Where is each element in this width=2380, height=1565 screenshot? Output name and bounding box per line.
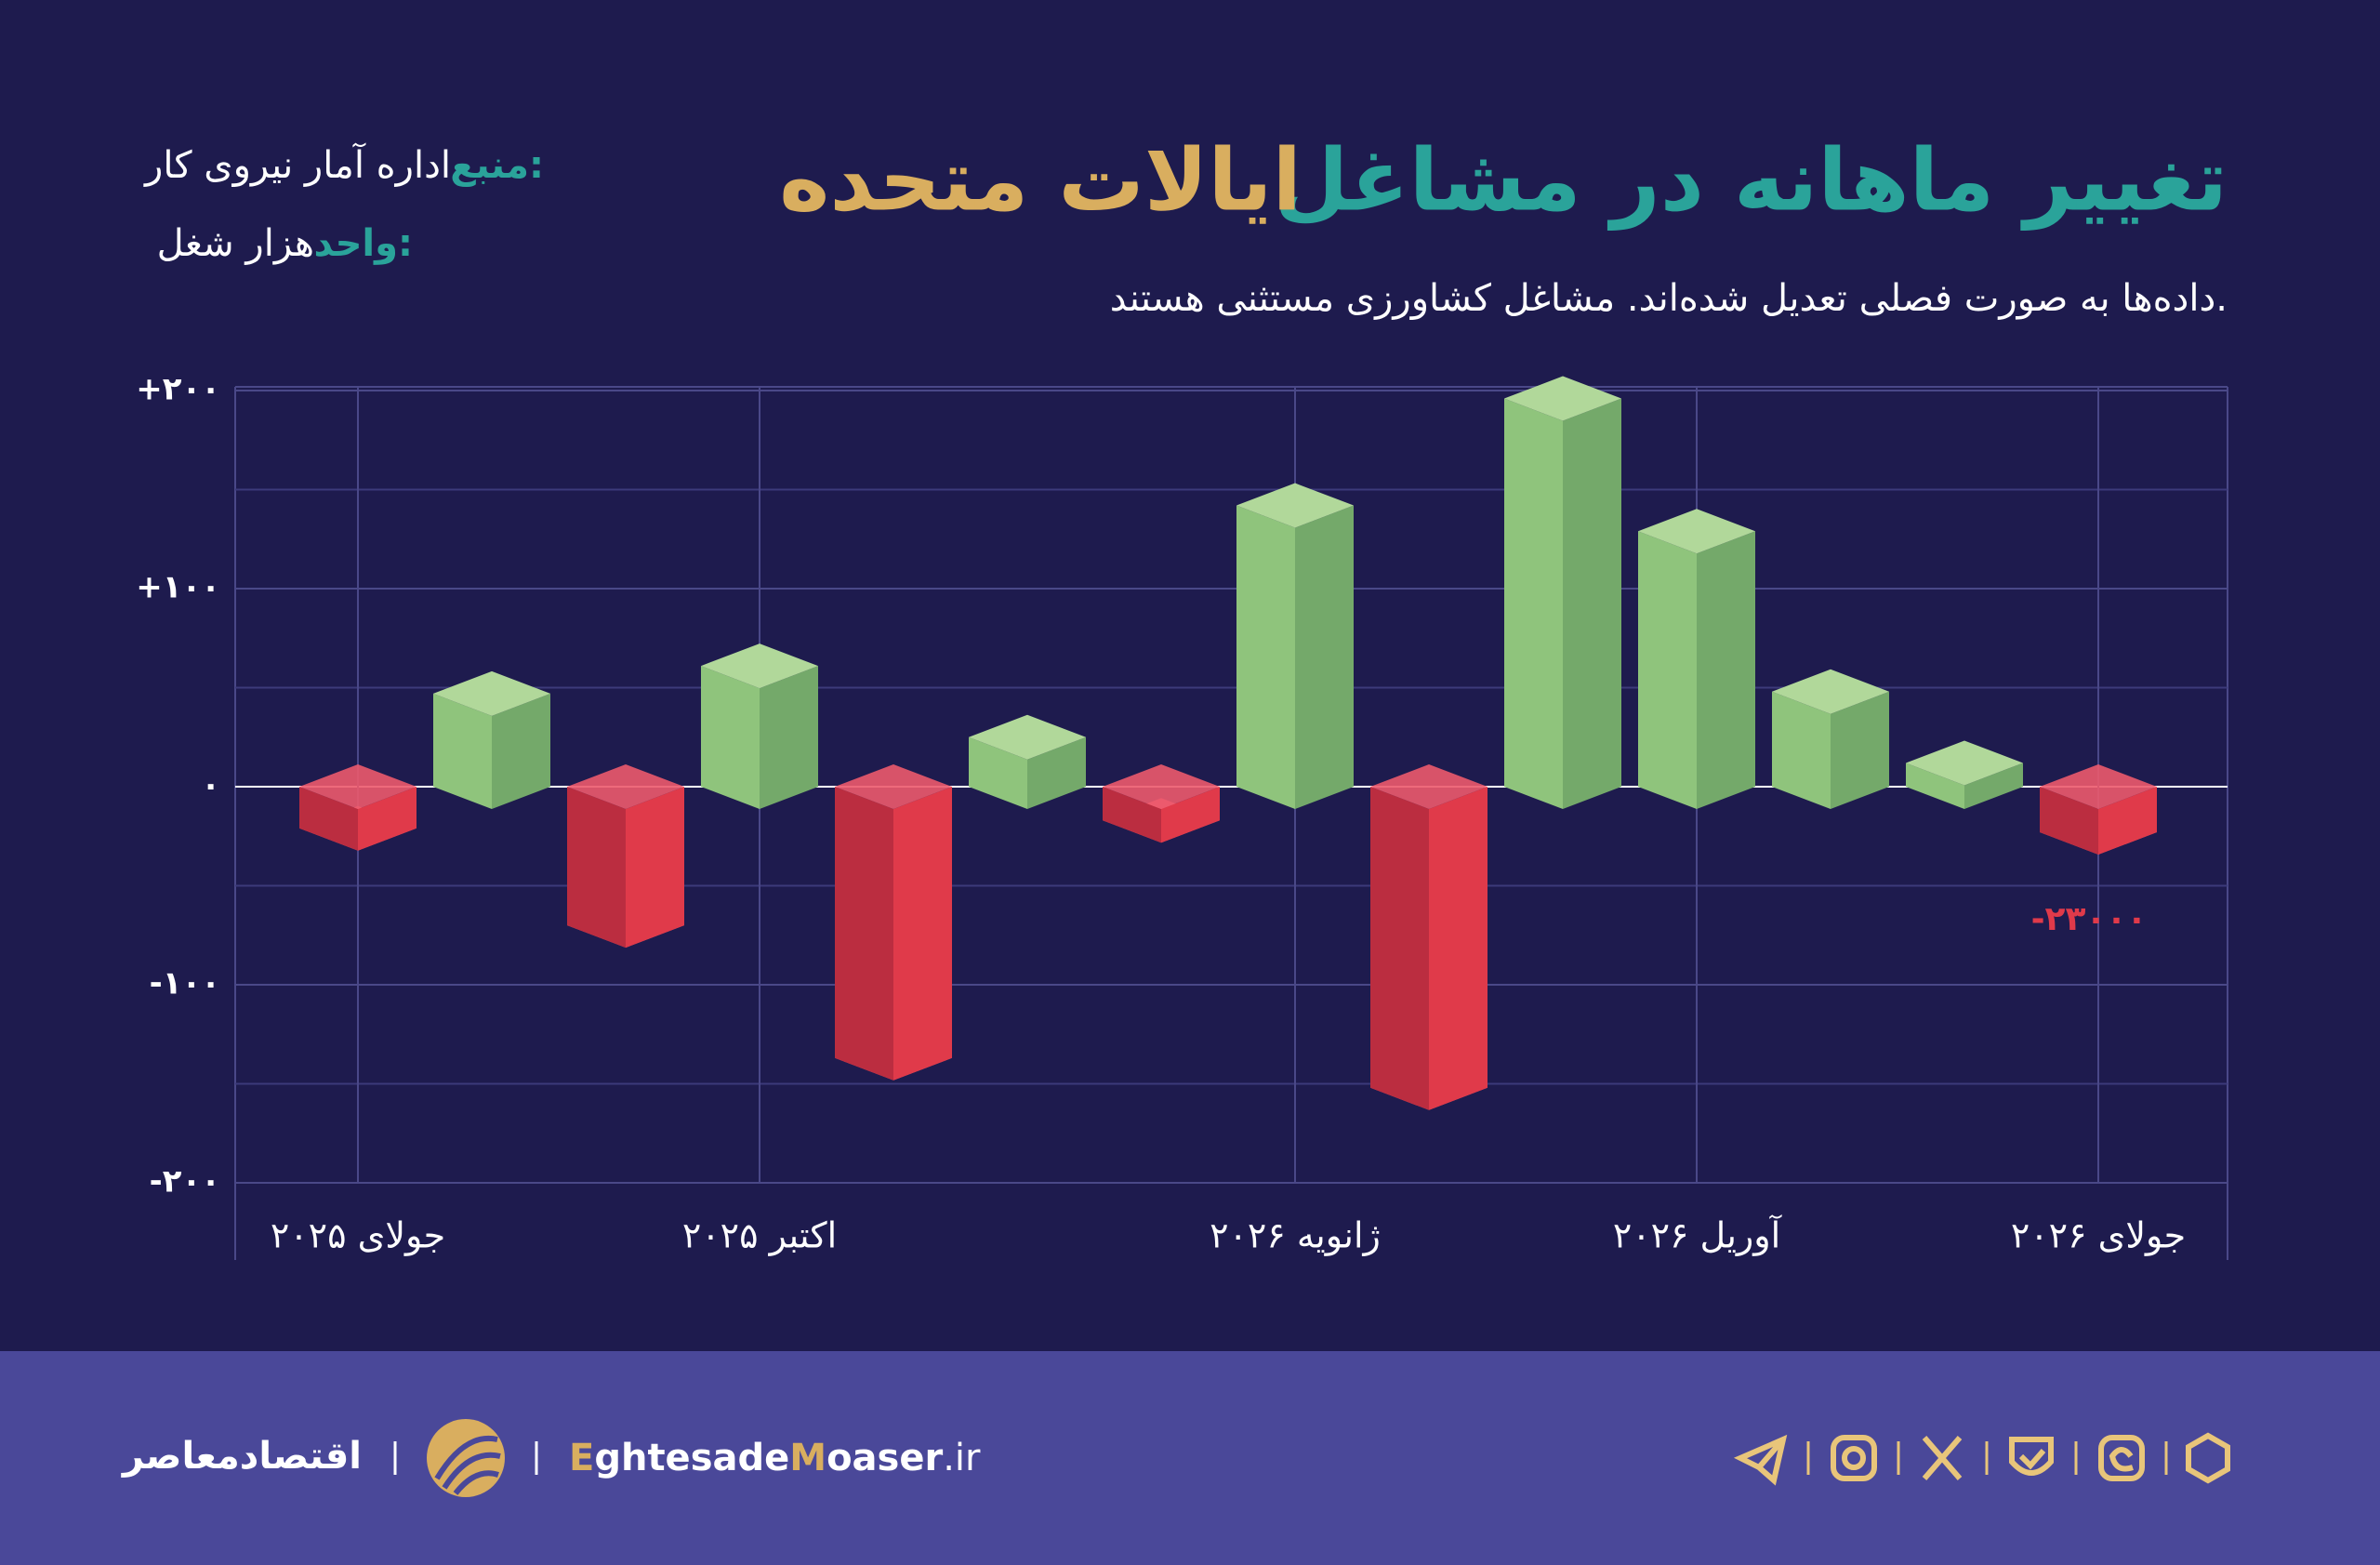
bar-top: [1906, 740, 2023, 786]
bar: [835, 764, 952, 1081]
logo-mark: [434, 1435, 501, 1495]
x-tick-label: اکتبر ۲۰۲۵: [682, 1215, 837, 1257]
social-icons: [1733, 1432, 2230, 1486]
icon-separators: [1806, 1441, 2168, 1475]
instagram-icon: [1831, 1435, 1877, 1481]
bar-top: [433, 670, 550, 716]
bar: [969, 714, 1086, 809]
bar: [299, 764, 416, 851]
chart-title-highlight: ایالات متحده: [779, 130, 1302, 230]
bar-right-face: [893, 787, 952, 1081]
bar: [433, 670, 550, 809]
bar-top: [1504, 376, 1621, 421]
value-label: -۲۳۰۰۰: [2031, 900, 2148, 938]
bar-top: [1236, 483, 1354, 528]
brand: اقتصادمعاصر: [121, 1435, 362, 1478]
shield-icon: [2009, 1437, 2054, 1476]
y-tick-label: +۱۰۰: [136, 569, 220, 606]
bar-left-face: [1236, 505, 1295, 809]
x-tick-label: جولای ۲۰۲۶: [2011, 1215, 2186, 1257]
eitaa-mark: [2109, 1447, 2134, 1472]
bar-left-face: [1906, 763, 1964, 809]
bar-top: [567, 764, 684, 809]
bar-right-face: [1964, 763, 2023, 809]
bar-left-face: [433, 693, 492, 809]
source: اداره آمار نیروی کار: [143, 142, 451, 187]
bar: [2040, 764, 2157, 855]
bar-top: [1638, 509, 1755, 554]
y-tick-label: -۱۰۰: [150, 965, 220, 1002]
bar-top: [1772, 669, 1889, 714]
background: [0, 0, 2380, 1351]
bar-left-face: [299, 787, 358, 851]
y-tick-label: -۲۰۰: [150, 1163, 220, 1200]
site-part: .ir: [943, 1437, 981, 1479]
site: EghtesadeMoaser.ir: [569, 1437, 981, 1479]
bar-right-face: [492, 693, 550, 809]
bar: [701, 643, 818, 809]
bar: [1103, 764, 1220, 843]
bar: [1504, 376, 1621, 809]
bar: [567, 764, 684, 948]
chart-title: تغییر ماهانه در مشاغل: [1275, 130, 2228, 231]
x-tick-label: جولای ۲۰۲۵: [271, 1215, 445, 1257]
bar-top: [2040, 764, 2157, 809]
bar-left-face: [1504, 398, 1563, 809]
bar-right-face: [1563, 398, 1621, 809]
x-tick-label: ژانویه ۲۰۲۶: [1210, 1215, 1381, 1257]
subtitle: داده‌ها به صورت فصلی تعدیل شده‌اند. مشاغ…: [1110, 277, 2228, 320]
x-tick-label: آوریل ۲۰۲۶: [1613, 1214, 1782, 1257]
y-tick-label: ۰: [201, 767, 220, 804]
bar-right-face: [1161, 787, 1220, 843]
bar-right-face: [2098, 787, 2157, 855]
y-tick-label: +۲۰۰: [136, 371, 220, 408]
source-label: منبع:: [450, 144, 544, 187]
bar: [1772, 669, 1889, 809]
unit: هزار شغل: [157, 222, 314, 265]
footer-band: [0, 1351, 2380, 1565]
bar-right-face: [1831, 691, 1889, 809]
instagram-lens: [1842, 1446, 1866, 1470]
bar-right-face: [1429, 787, 1488, 1110]
bar-left-face: [1370, 787, 1429, 1110]
rubika-icon: [2186, 1432, 2230, 1484]
bar-right-face: [1697, 531, 1755, 809]
bar-top: [299, 764, 416, 809]
bar-left-face: [567, 787, 626, 948]
bar-top: [969, 714, 1086, 760]
site-part: E: [569, 1437, 594, 1479]
bar-left-face: [701, 666, 760, 809]
telegram-icon: [1733, 1434, 1788, 1486]
bar-left-face: [1103, 787, 1161, 843]
bar-left-face: [835, 787, 893, 1081]
bar-left-face: [2040, 787, 2098, 855]
bar: [1236, 483, 1354, 809]
bar-right-face: [626, 787, 684, 948]
x-icon: [1922, 1436, 1963, 1480]
site-part: M: [789, 1437, 826, 1479]
unit-label: واحد:: [313, 222, 413, 265]
bar: [1638, 509, 1755, 809]
bar-top: [701, 643, 818, 689]
bar-right-face: [760, 666, 818, 809]
bar-top: [1370, 764, 1488, 809]
bar-left-face: [1772, 691, 1831, 809]
site-part: oaser: [826, 1437, 943, 1479]
plot-area: -۲۰۰ -۱۰۰ ۰ +۱۰۰ +۲۰۰ جولای ۲۰۲۵ اکتبر ۲۰۲۵ ژان…: [136, 371, 2228, 1260]
bar-left-face: [1638, 531, 1697, 809]
site-part: ghtesade: [594, 1437, 789, 1479]
bar-top: [835, 764, 952, 809]
bar-right-face: [1295, 505, 1354, 809]
bar-right-face: [1027, 736, 1086, 809]
bar: [1906, 740, 2023, 809]
bar-right-face: [358, 787, 416, 851]
bar: [1370, 764, 1488, 1110]
bar-left-face: [969, 736, 1027, 809]
eitaa-icon: [2098, 1435, 2145, 1481]
bar-top: [1103, 764, 1220, 809]
